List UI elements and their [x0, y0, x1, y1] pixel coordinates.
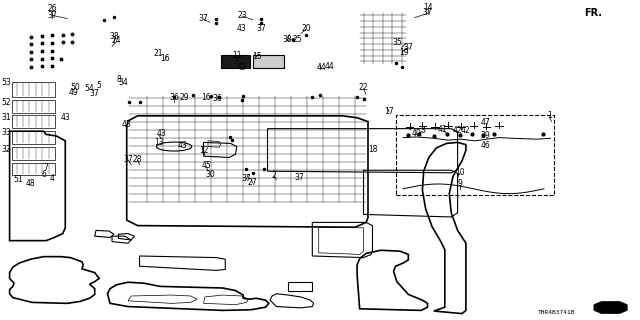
- Text: 42: 42: [452, 126, 463, 135]
- Text: 28: 28: [133, 155, 142, 164]
- Polygon shape: [594, 301, 627, 314]
- Text: 21: 21: [154, 49, 163, 58]
- Text: 8: 8: [116, 75, 121, 84]
- Text: 37: 37: [123, 155, 133, 164]
- Text: 22: 22: [359, 84, 368, 92]
- Text: 33: 33: [1, 128, 12, 137]
- Text: 36: 36: [169, 93, 179, 102]
- Bar: [12, 131, 55, 144]
- Bar: [12, 115, 55, 128]
- Text: 38: 38: [109, 32, 119, 41]
- Text: 16: 16: [201, 93, 211, 102]
- Text: 37: 37: [241, 174, 252, 183]
- Text: 17: 17: [384, 107, 394, 116]
- Text: 38: 38: [282, 36, 292, 44]
- Text: 32: 32: [1, 145, 12, 154]
- Text: 19: 19: [399, 48, 410, 57]
- Text: 3: 3: [420, 126, 425, 135]
- Text: 50: 50: [70, 84, 81, 92]
- Text: 40: 40: [411, 129, 421, 138]
- Text: 37: 37: [422, 8, 433, 17]
- Bar: [12, 147, 55, 160]
- Text: 37: 37: [90, 89, 100, 98]
- Text: 18: 18: [368, 145, 377, 154]
- Text: THR4B3741B: THR4B3741B: [538, 309, 575, 315]
- Text: 43: 43: [237, 24, 247, 33]
- Text: 2: 2: [271, 171, 276, 180]
- Bar: [12, 82, 55, 97]
- Text: 27: 27: [248, 178, 258, 187]
- Text: 20: 20: [301, 24, 311, 33]
- Bar: [253, 55, 284, 68]
- Text: 23: 23: [237, 11, 247, 20]
- Text: 26: 26: [47, 4, 58, 13]
- Text: 15: 15: [252, 52, 262, 61]
- Text: 51: 51: [13, 175, 23, 184]
- Text: 9: 9: [457, 180, 462, 188]
- Text: 52: 52: [1, 98, 12, 107]
- Text: 37: 37: [256, 24, 266, 33]
- Text: 37: 37: [403, 43, 413, 52]
- Text: 25: 25: [292, 36, 303, 44]
- Text: 12: 12: [199, 146, 208, 155]
- Text: 1: 1: [547, 111, 552, 120]
- Text: 43: 43: [156, 129, 166, 138]
- Text: 16: 16: [160, 54, 170, 63]
- Text: 31: 31: [1, 113, 12, 122]
- Text: 6: 6: [41, 170, 46, 179]
- Text: 5: 5: [97, 81, 102, 90]
- Text: 47: 47: [480, 118, 490, 127]
- Text: 42: 42: [461, 126, 471, 135]
- Text: 30: 30: [205, 170, 215, 179]
- Text: 37: 37: [198, 14, 209, 23]
- Text: 11: 11: [232, 52, 241, 60]
- Text: 4: 4: [50, 174, 55, 183]
- Text: 39: 39: [480, 131, 490, 140]
- Text: 45: 45: [201, 161, 211, 170]
- Text: 37: 37: [294, 173, 305, 182]
- Text: 46: 46: [480, 141, 490, 150]
- Text: 13: 13: [154, 138, 164, 147]
- Bar: [12, 100, 55, 113]
- Text: 49: 49: [68, 88, 79, 97]
- Text: 7: 7: [44, 164, 49, 172]
- Text: 43: 43: [122, 120, 132, 129]
- Text: 36: 36: [212, 94, 223, 103]
- Text: 54: 54: [84, 84, 95, 93]
- Text: 24: 24: [111, 36, 122, 45]
- Text: 10: 10: [454, 168, 465, 177]
- Text: FR.: FR.: [584, 8, 602, 18]
- Text: 34: 34: [118, 78, 128, 87]
- Text: 14: 14: [422, 3, 433, 12]
- Text: 29: 29: [179, 93, 189, 102]
- Text: 43: 43: [177, 141, 188, 150]
- Text: 35: 35: [392, 38, 402, 47]
- Text: 53: 53: [1, 78, 12, 87]
- Text: 41: 41: [438, 125, 448, 134]
- Text: 43: 43: [60, 113, 70, 122]
- Text: 48: 48: [26, 179, 36, 188]
- Bar: [12, 163, 55, 175]
- Text: 43: 43: [237, 63, 247, 72]
- Text: 44: 44: [324, 62, 335, 71]
- Text: 37: 37: [47, 11, 58, 20]
- Text: 44: 44: [316, 63, 326, 72]
- Bar: [221, 55, 250, 68]
- Bar: [396, 115, 554, 195]
